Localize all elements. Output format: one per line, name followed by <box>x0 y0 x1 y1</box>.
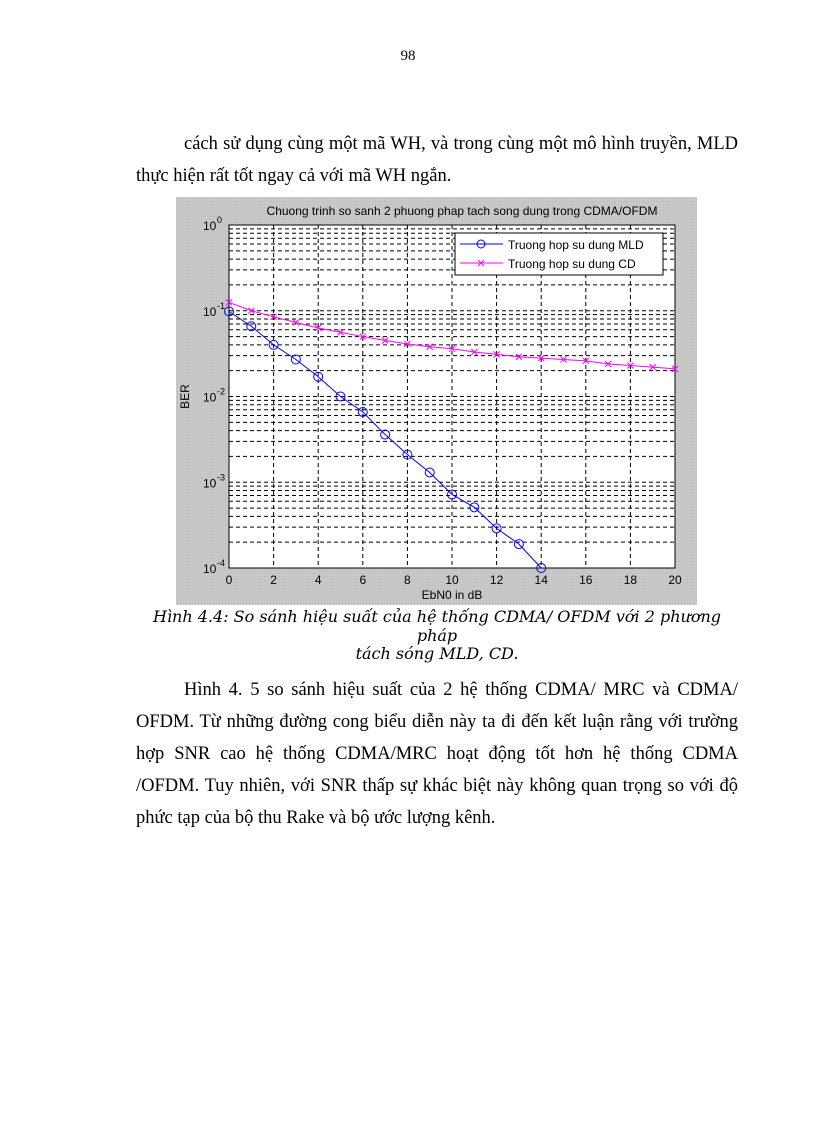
legend-label: Truong hop su dung CD <box>508 257 636 271</box>
paragraph-1: cách sử dụng cùng một mã WH, và trong cù… <box>136 128 738 192</box>
svg-text:10: 10 <box>203 391 217 405</box>
y-axis-label: BER <box>178 384 192 409</box>
svg-text:18: 18 <box>624 573 638 587</box>
paragraph-1-text: cách sử dụng cùng một mã WH, và trong cù… <box>136 134 738 186</box>
x-axis-ticks: 0 2 4 6 8 10 12 14 16 18 20 <box>226 573 682 587</box>
svg-text:16: 16 <box>579 573 593 587</box>
legend-label: Truong hop su dung MLD <box>508 238 644 252</box>
svg-text:10: 10 <box>203 562 217 576</box>
svg-text:20: 20 <box>668 573 682 587</box>
svg-text:0: 0 <box>217 215 222 225</box>
figure-caption-line-1: Hình 4.4: So sánh hiệu suất của hệ thống… <box>152 607 721 645</box>
svg-text:10: 10 <box>203 219 217 233</box>
svg-text:-4: -4 <box>217 558 225 568</box>
svg-text:0: 0 <box>226 573 233 587</box>
svg-text:4: 4 <box>315 573 322 587</box>
svg-text:12: 12 <box>490 573 504 587</box>
plot-frame <box>228 224 676 569</box>
figure-caption-line-2: tách sóng MLD, CD. <box>355 644 519 663</box>
page-number: 98 <box>400 48 416 64</box>
paragraph-2-text: Hình 4. 5 so sánh hiệu suất của 2 hệ thố… <box>136 680 738 828</box>
svg-text:8: 8 <box>404 573 411 587</box>
svg-text:6: 6 <box>359 573 366 587</box>
svg-text:10: 10 <box>445 573 459 587</box>
chart-title: Chuong trinh so sanh 2 phuong phap tach … <box>267 204 658 218</box>
svg-text:14: 14 <box>535 573 549 587</box>
svg-text:-1: -1 <box>217 301 225 311</box>
svg-text:2: 2 <box>270 573 277 587</box>
series-mld <box>224 306 547 573</box>
svg-text:10: 10 <box>203 476 217 490</box>
series-cd <box>225 299 679 373</box>
grid-lines <box>229 225 675 568</box>
svg-text:-3: -3 <box>217 472 225 482</box>
svg-text:10: 10 <box>203 305 217 319</box>
paragraph-2: Hình 4. 5 so sánh hiệu suất của 2 hệ thố… <box>136 674 738 834</box>
ber-chart-figure: 0 2 4 6 8 10 12 14 16 18 20 10 0 10 -1 10 -2 10 -3 10 -4 EbN0… <box>176 197 697 605</box>
svg-text:-2: -2 <box>217 387 225 397</box>
chart-legend: Truong hop su dung MLD Truong hop su dung… <box>454 232 664 276</box>
x-axis-label: EbN0 in dB <box>422 588 483 602</box>
